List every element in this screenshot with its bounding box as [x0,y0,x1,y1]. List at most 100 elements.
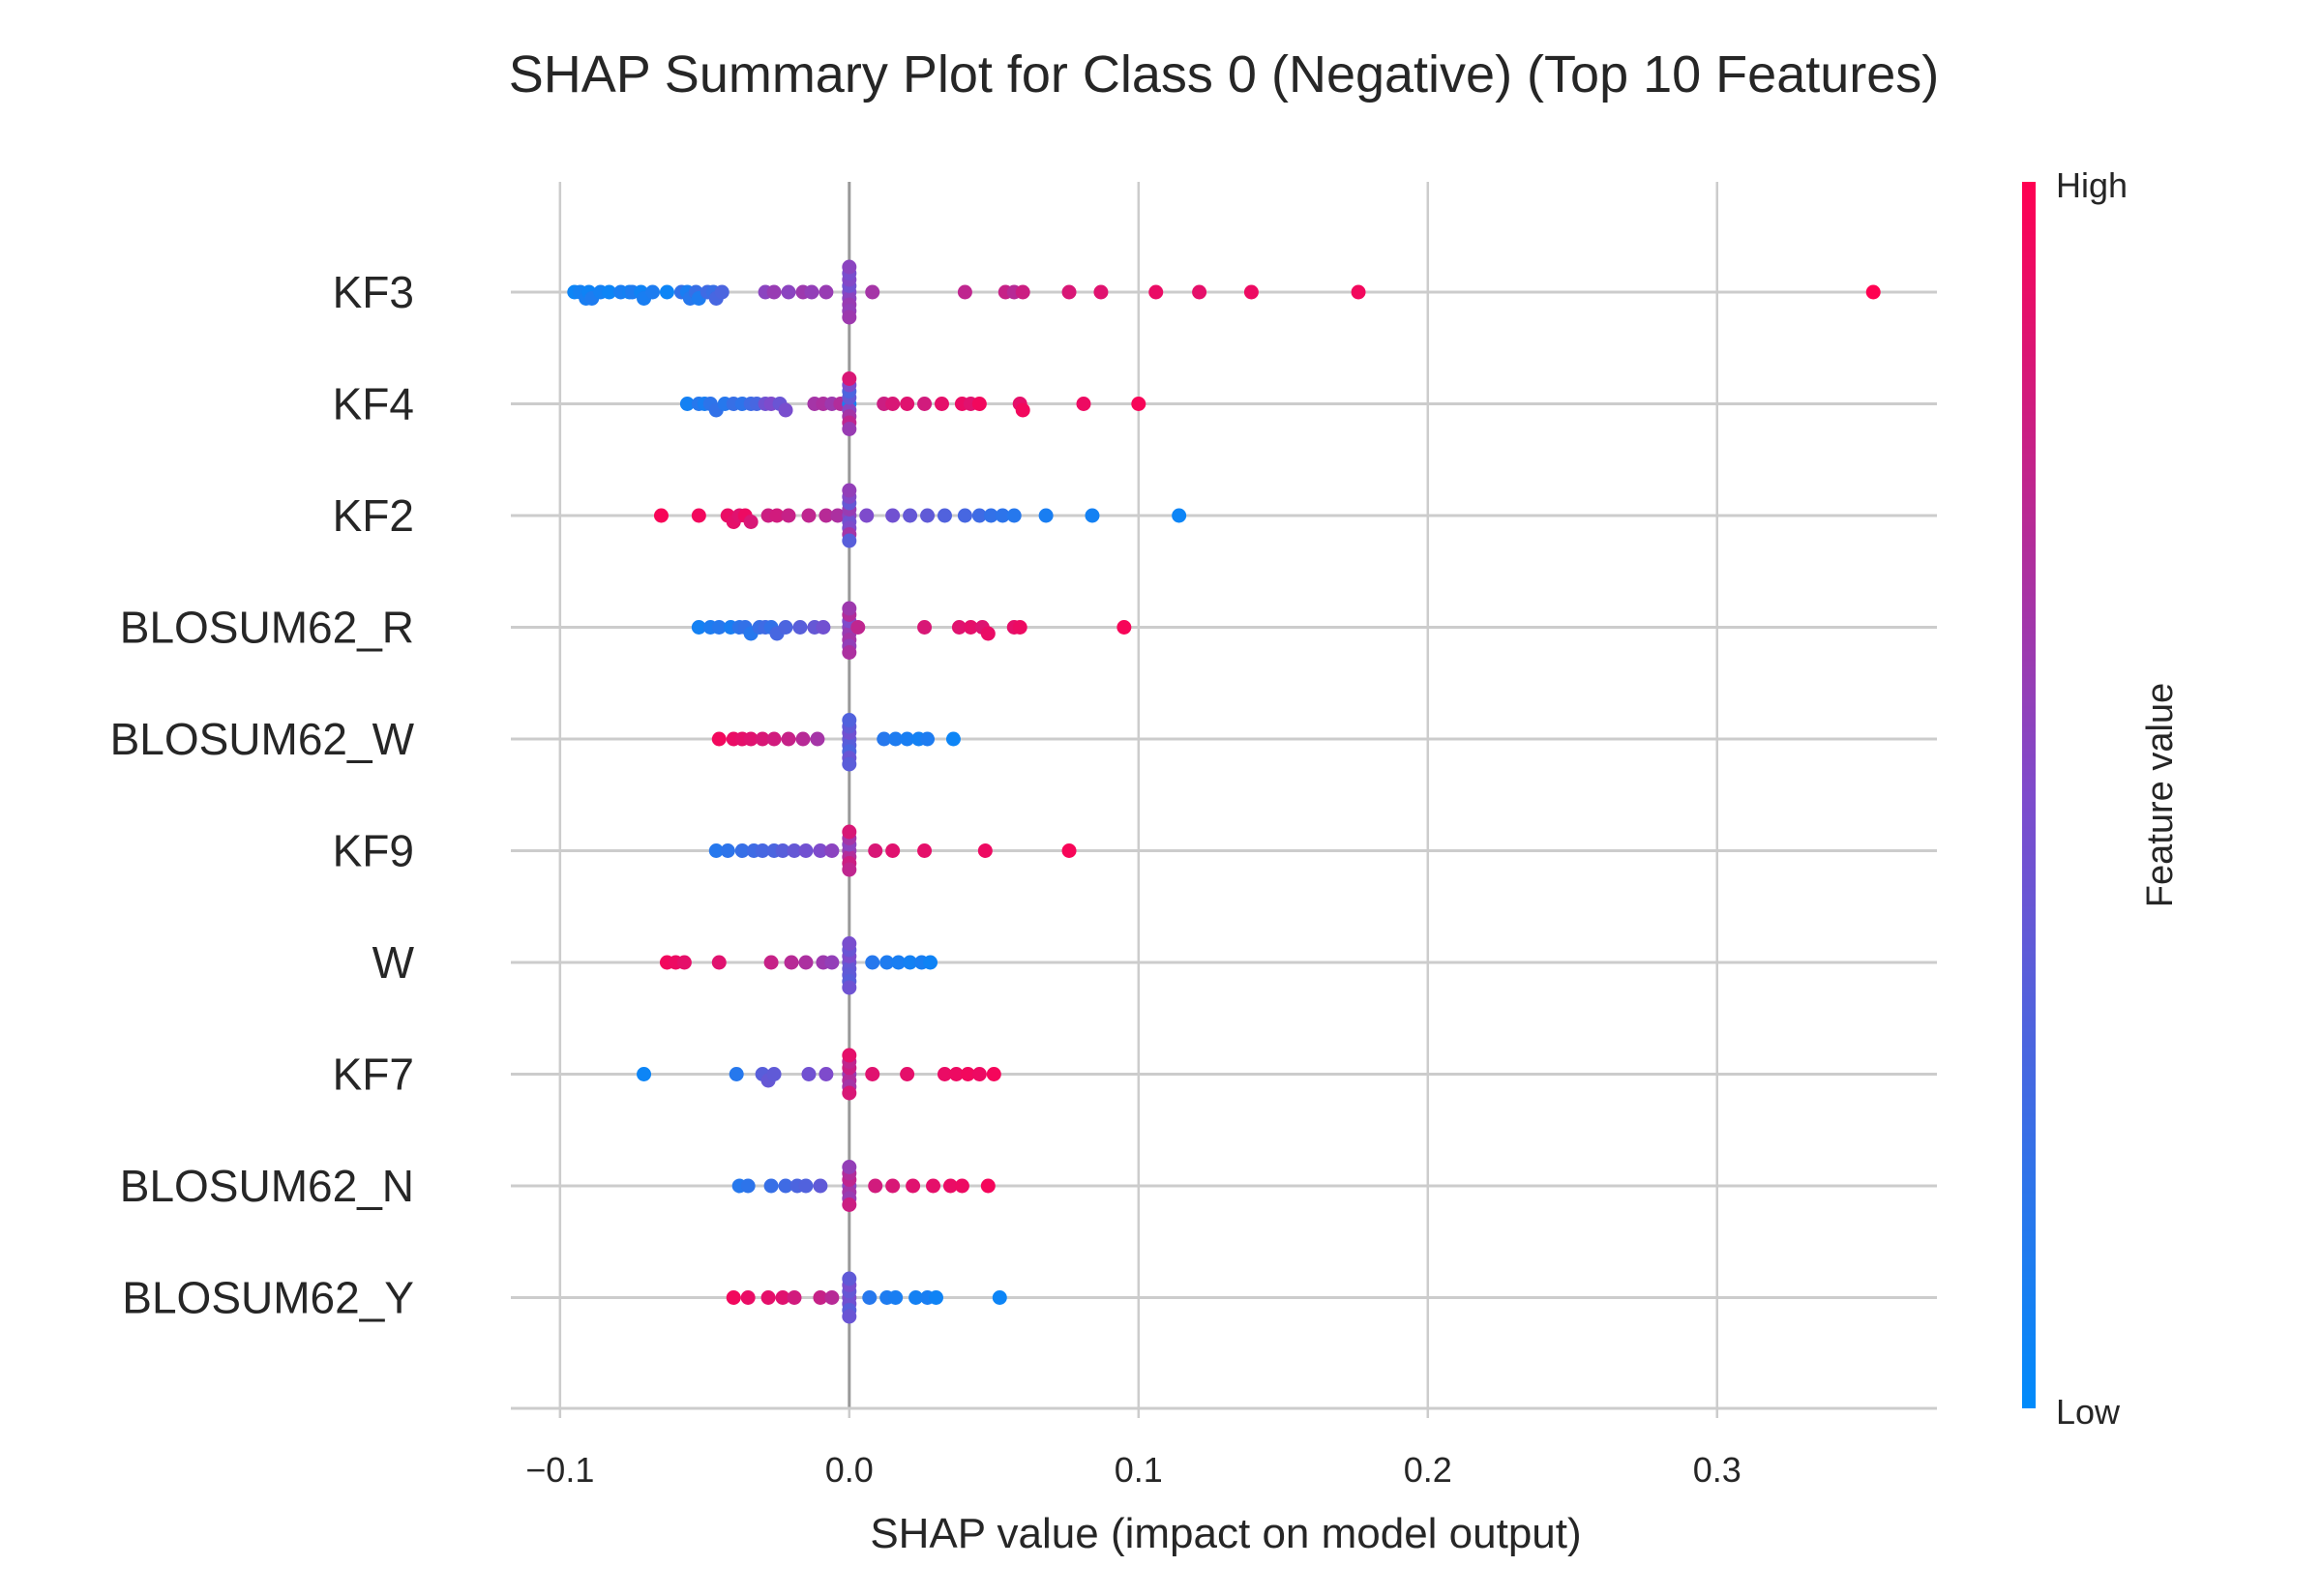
shap-point [992,1290,1007,1305]
shap-point [766,731,782,747]
shap-point [929,1290,944,1305]
shap-point [1192,284,1207,300]
shap-point [1148,284,1164,300]
shap-point [691,620,706,635]
shap-point [842,1085,857,1101]
shap-point [792,620,808,635]
shap-point [900,397,915,411]
shap-point [813,1290,828,1305]
x-axis: −0.1 0.0 0.1 0.2 0.3 [511,1406,1937,1490]
shap-point [842,756,857,772]
shap-point [781,731,796,747]
shap-point [775,843,790,858]
shap-point [708,843,724,858]
shap-point [760,1290,776,1305]
shap-point [945,731,961,747]
shap-point [983,508,998,523]
shap-point [691,508,706,523]
shap-point [810,731,825,747]
shap-point [920,731,936,747]
shap-point [734,843,750,858]
shap-point [885,1178,901,1194]
shap-point [954,1178,969,1194]
shap-point [842,645,857,660]
shap-point [755,731,770,747]
shap-point [787,1290,802,1305]
chart-title: SHAP Summary Plot for Class 0 (Negative)… [509,45,1940,103]
shap-point [842,862,857,877]
shap-point [720,843,735,858]
shap-point [1172,508,1187,523]
feature-label: KF7 [333,1049,414,1100]
shap-point [740,1178,756,1194]
shap-point [798,955,814,970]
shap-point [1085,508,1100,523]
shap-point [957,284,972,300]
feature-label: W [372,937,415,988]
shap-point [971,397,987,411]
shap-point [920,508,936,523]
x-tick-label: 0.2 [1404,1450,1452,1490]
x-tick-label: 0.0 [825,1450,874,1490]
shap-point [795,731,811,747]
shap-point [813,1178,828,1194]
shap-point [819,508,834,523]
shap-point [602,284,617,300]
shap-point [868,1178,883,1194]
shap-point [865,284,880,300]
x-tick-label: 0.1 [1115,1450,1163,1490]
x-tick-label: −0.1 [525,1450,594,1490]
shap-point [1093,284,1109,300]
shap-point [778,620,793,635]
shap-point [842,936,857,951]
shap-point [842,483,857,498]
shap-point [900,1067,915,1081]
feature-label: KF2 [333,490,414,541]
shap-point [937,508,952,523]
shap-point [714,284,729,300]
shap-point [1061,843,1077,858]
shap-point [711,955,727,970]
shap-point [906,1178,921,1194]
feature-label: KF9 [333,826,414,876]
shap-point [824,843,840,858]
shap-point [842,259,857,275]
shap-point [798,1178,814,1194]
shap-point [859,508,875,523]
shap-point [804,284,819,300]
shap-point [842,1160,857,1174]
shap-point [775,1290,790,1305]
shap-point [879,955,895,970]
shap-point [1061,284,1077,300]
shap-point [980,626,996,641]
shap-point [801,1067,817,1081]
shap-point [763,955,779,970]
data-points [567,259,1881,1324]
shap-point [842,1309,857,1324]
shap-point [1131,397,1146,411]
shap-point [903,508,918,523]
shap-point [942,1178,958,1194]
shap-point [842,713,857,727]
shap-point [888,1290,904,1305]
shap-point [781,284,796,300]
shap-point [948,1067,964,1081]
shap-point [824,1290,840,1305]
x-axis-label: SHAP value (impact on model output) [870,1510,1581,1557]
shap-point [900,731,915,747]
shap-point [1116,620,1132,635]
shap-point [960,1067,975,1081]
shap-point [787,843,802,858]
shap-point [743,731,759,747]
shap-point [888,731,904,747]
shap-point [1012,620,1027,635]
shap-point [830,508,846,523]
shap-point [842,824,857,840]
shap-point [763,1178,779,1194]
shap-point [842,601,857,616]
shap-point [903,955,918,970]
shap-point [659,284,674,300]
feature-label: BLOSUM62_N [120,1161,414,1211]
shap-point [937,1067,952,1081]
shap-point [926,1178,941,1194]
